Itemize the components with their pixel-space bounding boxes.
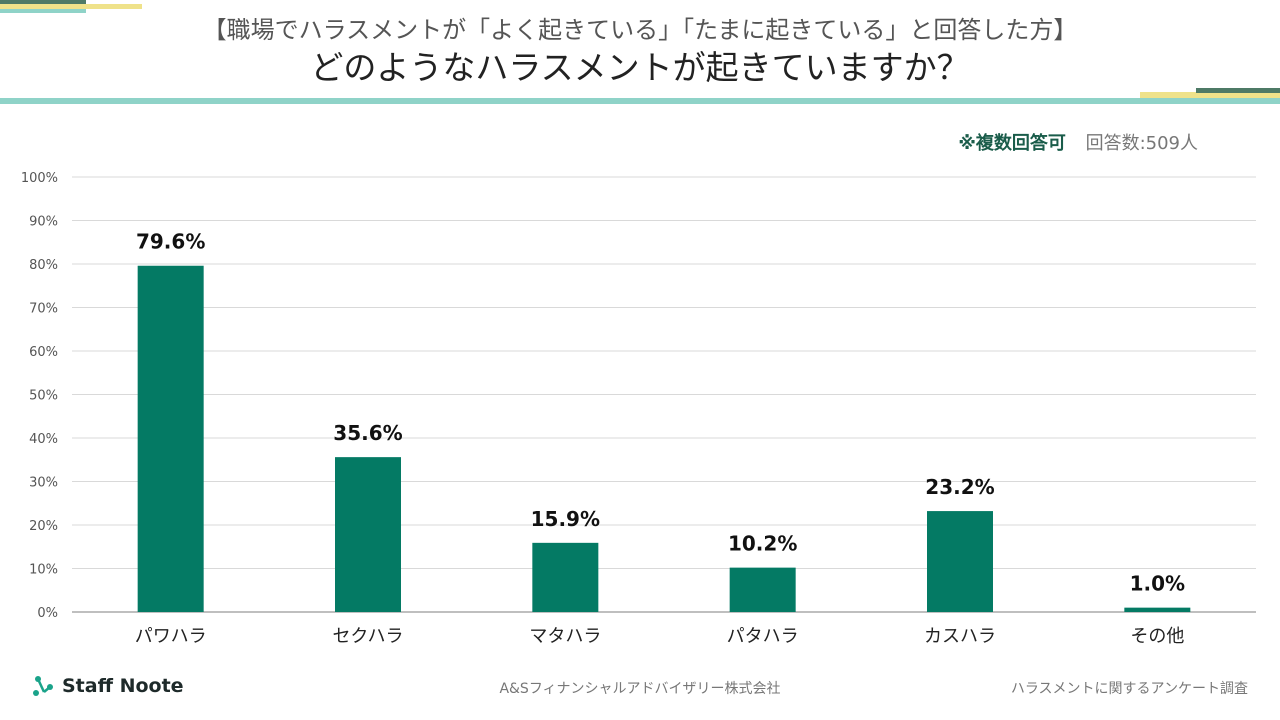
- x-tick-label: パワハラ: [135, 626, 207, 647]
- survey-note: ※複数回答可 回答数:509人: [860, 129, 1198, 155]
- top-left-dark-bar: [0, 0, 86, 4]
- header: 【職場でハラスメントが「よく起きている」「たまに起きている」と回答した方】 どの…: [0, 14, 1280, 90]
- data-label: 35.6%: [333, 421, 402, 445]
- top-left-teal-bar: [0, 9, 86, 13]
- y-tick-label: 20%: [29, 519, 58, 534]
- x-tick-label: その他: [1130, 626, 1184, 647]
- staff-note-logo: Staff Noote: [32, 674, 184, 698]
- respondent-count: 回答数:509人: [1085, 133, 1198, 154]
- data-label: 10.2%: [728, 532, 797, 556]
- top-right-dark-bar: [1196, 88, 1280, 93]
- chart-subtitle: 【職場でハラスメントが「よく起きている」「たまに起きている」と回答した方】: [202, 16, 1078, 44]
- x-tick-label: マタハラ: [529, 626, 601, 647]
- multiple-answers-note: ※複数回答可: [958, 133, 1066, 154]
- data-label: 79.6%: [136, 230, 205, 254]
- x-tick-label: パタハラ: [727, 626, 799, 647]
- y-tick-label: 30%: [29, 476, 58, 491]
- company-name: A&Sフィナンシャルアドバイザリー株式会社: [499, 681, 781, 697]
- data-label: 23.2%: [925, 475, 994, 499]
- bar: [927, 511, 993, 612]
- y-tick-label: 100%: [21, 171, 58, 186]
- survey-name: ハラスメントに関するアンケート調査: [1010, 681, 1248, 697]
- y-tick-label: 40%: [29, 432, 58, 447]
- top-right-yellow-bar: [1140, 92, 1280, 98]
- y-tick-label: 70%: [29, 302, 58, 317]
- bar: [137, 265, 204, 612]
- y-tick-label: 90%: [29, 215, 58, 230]
- data-label: 15.9%: [531, 507, 600, 531]
- y-tick-label: 10%: [29, 563, 58, 578]
- header-divider: [0, 98, 1280, 104]
- logo-text: Staff Noote: [62, 675, 184, 697]
- bar: [1124, 607, 1191, 612]
- y-tick-label: 0%: [37, 606, 58, 621]
- top-left-yellow-bar: [0, 4, 142, 9]
- y-tick-label: 50%: [29, 389, 58, 404]
- chart-title: どのようなハラスメントが起きていますか？: [310, 48, 970, 87]
- data-label: 1.0%: [1130, 572, 1185, 596]
- logo-icon: [33, 676, 53, 696]
- bar: [532, 542, 599, 612]
- bar-chart: 0% 10% 20% 30% 40% 50% 60% 70% 80% 90% 100% 79.6% パワ…: [21, 171, 1256, 647]
- bar: [335, 457, 401, 612]
- x-tick-label: セクハラ: [332, 626, 403, 647]
- bar: [729, 567, 796, 612]
- y-tick-label: 80%: [29, 258, 58, 273]
- y-tick-label: 60%: [29, 345, 58, 360]
- x-tick-label: カスハラ: [924, 626, 996, 647]
